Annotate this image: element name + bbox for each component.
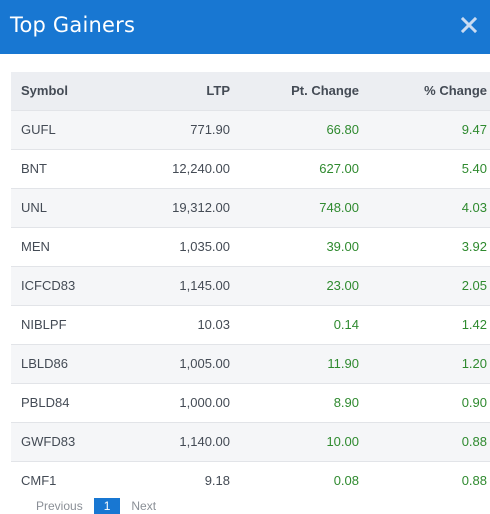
- pct-change-cell: 1.20: [461, 356, 487, 371]
- pct-change-cell: 1.42: [461, 317, 487, 332]
- symbol-cell: GUFL: [21, 122, 56, 137]
- table-row[interactable]: MEN 1,035.00 39.00 3.92: [11, 227, 490, 266]
- table-row[interactable]: GWFD83 1,140.00 10.00 0.88: [11, 422, 490, 461]
- column-header-pt-change[interactable]: Pt. Change: [291, 83, 359, 99]
- pt-change-cell: 0.08: [333, 473, 359, 489]
- ltp-cell: 1,000.00: [179, 395, 230, 410]
- page-button-current[interactable]: 1: [94, 498, 121, 514]
- pct-change-cell: 5.40: [461, 161, 487, 176]
- pt-change-cell: 748.00: [319, 200, 359, 215]
- ltp-cell: 12,240.00: [172, 161, 230, 176]
- gainers-table: Symbol LTP Pt. Change % Change GUFL 771.…: [11, 72, 490, 500]
- symbol-cell: PBLD84: [21, 395, 70, 410]
- table-row[interactable]: LBLD86 1,005.00 11.90 1.20: [11, 344, 490, 383]
- table-row[interactable]: UNL 19,312.00 748.00 4.03: [11, 188, 490, 227]
- pagination: Previous 1 Next: [36, 498, 156, 514]
- close-icon[interactable]: [460, 16, 478, 34]
- pt-change-cell: 23.00: [326, 278, 359, 293]
- symbol-cell: UNL: [21, 200, 48, 215]
- modal-header: Top Gainers: [0, 0, 490, 54]
- pt-change-cell: 39.00: [326, 239, 359, 254]
- gainers-table-container: Symbol LTP Pt. Change % Change GUFL 771.…: [11, 72, 490, 500]
- symbol-cell: LBLD86: [21, 356, 68, 371]
- column-header-pct-change[interactable]: % Change: [424, 83, 487, 99]
- ltp-cell: 1,005.00: [179, 356, 230, 371]
- ltp-cell: 1,140.00: [179, 434, 230, 449]
- ltp-cell: 771.90: [190, 122, 230, 137]
- ltp-cell: 1,145.00: [179, 278, 230, 293]
- table-row[interactable]: ICFCD83 1,145.00 23.00 2.05: [11, 266, 490, 305]
- pct-change-cell: 0.88: [461, 434, 487, 449]
- table-header-row: Symbol LTP Pt. Change % Change: [11, 72, 490, 110]
- symbol-cell: GWFD83: [21, 434, 76, 449]
- pt-change-cell: 11.90: [327, 356, 359, 371]
- symbol-cell: NIBLPF: [21, 317, 67, 332]
- symbol-cell: ICFCD83: [21, 278, 76, 293]
- ltp-cell: 1,035.00: [179, 239, 230, 254]
- symbol-cell: BNT: [21, 161, 47, 176]
- next-page-button[interactable]: Next: [131, 499, 157, 513]
- table-row[interactable]: NIBLPF 10.03 0.14 1.42: [11, 305, 490, 344]
- ltp-cell: 9.18: [204, 473, 230, 489]
- modal-title: Top Gainers: [10, 13, 136, 37]
- table-row[interactable]: GUFL 771.90 66.80 9.47: [11, 110, 490, 149]
- pct-change-cell: 0.88: [461, 473, 487, 489]
- symbol-cell: MEN: [21, 239, 50, 254]
- pct-change-cell: 2.05: [461, 278, 487, 293]
- symbol-cell: CMF1: [21, 473, 57, 489]
- ltp-cell: 10.03: [197, 317, 230, 332]
- ltp-cell: 19,312.00: [172, 200, 230, 215]
- pt-change-cell: 627.00: [319, 161, 359, 176]
- pct-change-cell: 9.47: [461, 122, 487, 137]
- previous-page-button[interactable]: Previous: [36, 499, 83, 513]
- table-row[interactable]: PBLD84 1,000.00 8.90 0.90: [11, 383, 490, 422]
- pt-change-cell: 0.14: [333, 317, 359, 332]
- pct-change-cell: 3.92: [461, 239, 487, 254]
- table-row[interactable]: BNT 12,240.00 627.00 5.40: [11, 149, 490, 188]
- pt-change-cell: 10.00: [326, 434, 359, 449]
- pct-change-cell: 4.03: [461, 200, 487, 215]
- pt-change-cell: 8.90: [333, 395, 359, 410]
- column-header-ltp[interactable]: LTP: [206, 83, 230, 99]
- pct-change-cell: 0.90: [461, 395, 487, 410]
- column-header-symbol[interactable]: Symbol: [21, 83, 68, 99]
- table-row[interactable]: CMF1 9.18 0.08 0.88: [11, 461, 490, 500]
- pt-change-cell: 66.80: [326, 122, 359, 137]
